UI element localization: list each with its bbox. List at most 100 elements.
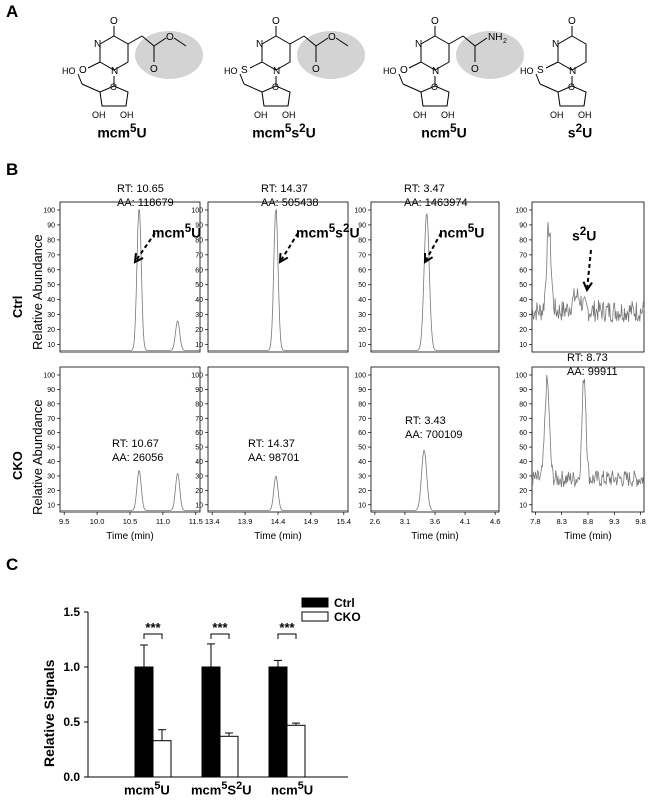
bar-category-label-mcm5s2u: mcm5S2U xyxy=(191,780,252,798)
cko-2-ytick-label: 20 xyxy=(195,488,203,495)
bond xyxy=(539,83,559,93)
bond xyxy=(535,73,541,85)
atom-oh: OH xyxy=(92,110,106,120)
ctrl-1-ytick-label: 60 xyxy=(47,267,55,274)
cko-1-ytick-label: 20 xyxy=(47,488,55,495)
ctrl-3-annotation: RT: 3.47 AA: 1463974 xyxy=(404,183,468,209)
cko-3-xtick-label: 3.6 xyxy=(430,517,440,526)
ctrl-3-ytick-label: 20 xyxy=(358,327,366,334)
cko-1-xtick-label: 10.5 xyxy=(123,517,138,526)
significance-label: *** xyxy=(212,620,228,635)
ctrl-1-ytick-label: 70 xyxy=(47,252,55,259)
cko-1-ytick-label: 50 xyxy=(47,445,55,452)
cko-3-ytick-label: 20 xyxy=(358,488,366,495)
ribose-ring xyxy=(420,85,450,107)
cko-1-trace xyxy=(60,469,200,512)
cko-2-ytick-label: 90 xyxy=(195,387,203,394)
cko-3-xtick-label: 4.6 xyxy=(490,517,500,526)
atom-subscript: 2 xyxy=(503,38,507,45)
atom-oh: OH xyxy=(578,110,592,120)
mol-label-ncm5u: ncm5U xyxy=(421,122,467,141)
ctrl-1-ytick-label: 50 xyxy=(47,282,55,289)
ctrl-4-ytick-label: 90 xyxy=(519,222,527,229)
cko-3-annotation: RT: 3.43 AA: 700109 xyxy=(405,415,463,441)
cko-4-ytick-label: 70 xyxy=(519,416,527,423)
ctrl-2-ytick-label: 60 xyxy=(195,267,203,274)
highlight-ellipse xyxy=(135,31,203,79)
row-axis-label-cko: Relative Abundance xyxy=(30,399,45,515)
cko-3-ytick-label: 90 xyxy=(358,387,366,394)
ctrl-2-ytick-label: 70 xyxy=(195,252,203,259)
atom-2-substituent: S xyxy=(241,65,248,76)
ctrl-2-ytick-label: 40 xyxy=(195,297,203,304)
ctrl-2-frame xyxy=(207,201,349,353)
atom-oh: OH xyxy=(282,110,296,120)
row-axis-label-ctrl: Relative Abundance xyxy=(30,234,45,350)
cko-2-trace xyxy=(208,475,348,512)
legend-label-cko: CKO xyxy=(334,610,361,624)
cko-1-ytick-label: 30 xyxy=(47,473,55,480)
bond xyxy=(402,83,422,93)
cko-3-ytick-label: 60 xyxy=(358,430,366,437)
significance-label: *** xyxy=(279,620,295,635)
atom-o: O xyxy=(328,32,336,43)
cko-4-ytick-label: 10 xyxy=(519,502,527,509)
atom-n1: N xyxy=(432,66,439,77)
cko-4-ytick-label: 20 xyxy=(519,488,527,495)
atom-ho: HO xyxy=(520,66,534,76)
ctrl-1-ytick-label: 100 xyxy=(43,208,55,215)
cko-2-ytick-label: 10 xyxy=(195,502,203,509)
ctrl-1-ytick-label: 80 xyxy=(47,237,55,244)
atom-o: O xyxy=(431,16,439,27)
atom-ho: HO xyxy=(62,66,76,76)
arrow-head-2 xyxy=(278,252,289,264)
cko-4-annotation: RT: 8.73 AA: 99911 xyxy=(567,352,618,378)
atom-n: N xyxy=(94,39,101,50)
arrow-line-1 xyxy=(134,232,156,263)
bond xyxy=(239,73,245,85)
bond xyxy=(474,37,488,47)
atom-oh: OH xyxy=(441,110,455,120)
ctrl-4-ytick-label: 50 xyxy=(519,282,527,289)
arrow-head-4 xyxy=(582,281,593,293)
ctrl-3-ytick-label: 90 xyxy=(358,222,366,229)
cko-1-ytick-label: 70 xyxy=(47,416,55,423)
bar-cko-3 xyxy=(286,724,306,778)
cko-2-ytick-label: 100 xyxy=(191,373,203,380)
bar-cko-2 xyxy=(219,735,239,778)
legend-swatch-cko xyxy=(301,611,329,622)
atom-o: O xyxy=(431,82,438,92)
ctrl-2-ytick-label: 100 xyxy=(191,208,203,215)
ctrl-3-ytick-label: 80 xyxy=(358,237,366,244)
highlight-ellipse xyxy=(456,31,524,79)
row-label-cko: CKO xyxy=(10,451,25,480)
cko-2-xtick-label: 15.4 xyxy=(336,517,351,526)
significance-bracket xyxy=(143,633,163,639)
atom-o: O xyxy=(150,64,158,75)
panel-letter-c: C xyxy=(6,555,19,574)
y-tick-label: 0.0 xyxy=(63,770,80,784)
arrow-head-1 xyxy=(133,252,144,264)
bond xyxy=(243,83,263,93)
legend-swatch-ctrl xyxy=(301,597,329,608)
bar-category-label-ncm5u: ncm5U xyxy=(271,780,314,798)
atom-n1: N xyxy=(569,66,576,77)
ctrl-2-annotation: RT: 14.37 AA: 505438 xyxy=(261,183,319,209)
atom-o: O xyxy=(166,32,174,43)
cko-4-frame xyxy=(531,366,645,513)
ribose-ring xyxy=(557,85,587,107)
ctrl-1-ytick-label: 90 xyxy=(47,222,55,229)
chromatogram-panels: 10 20 30 40 50 60 70 80 90 100 10 20 30 40 50 60 70 80 90 1… xyxy=(43,201,646,542)
bond xyxy=(77,73,83,85)
atom-oh: OH xyxy=(254,110,268,120)
ctrl-2-trace xyxy=(208,208,348,351)
atom-n: N xyxy=(415,39,422,50)
ctrl-4-frame xyxy=(531,201,645,353)
peak-label-ncm5u: ncm5U xyxy=(439,222,485,241)
cko-4-ytick-label: 80 xyxy=(519,401,527,408)
atom-oh: OH xyxy=(550,110,564,120)
atom-o: O xyxy=(312,64,320,75)
ctrl-1-annotation: RT: 10.65 AA: 118679 xyxy=(117,183,174,209)
